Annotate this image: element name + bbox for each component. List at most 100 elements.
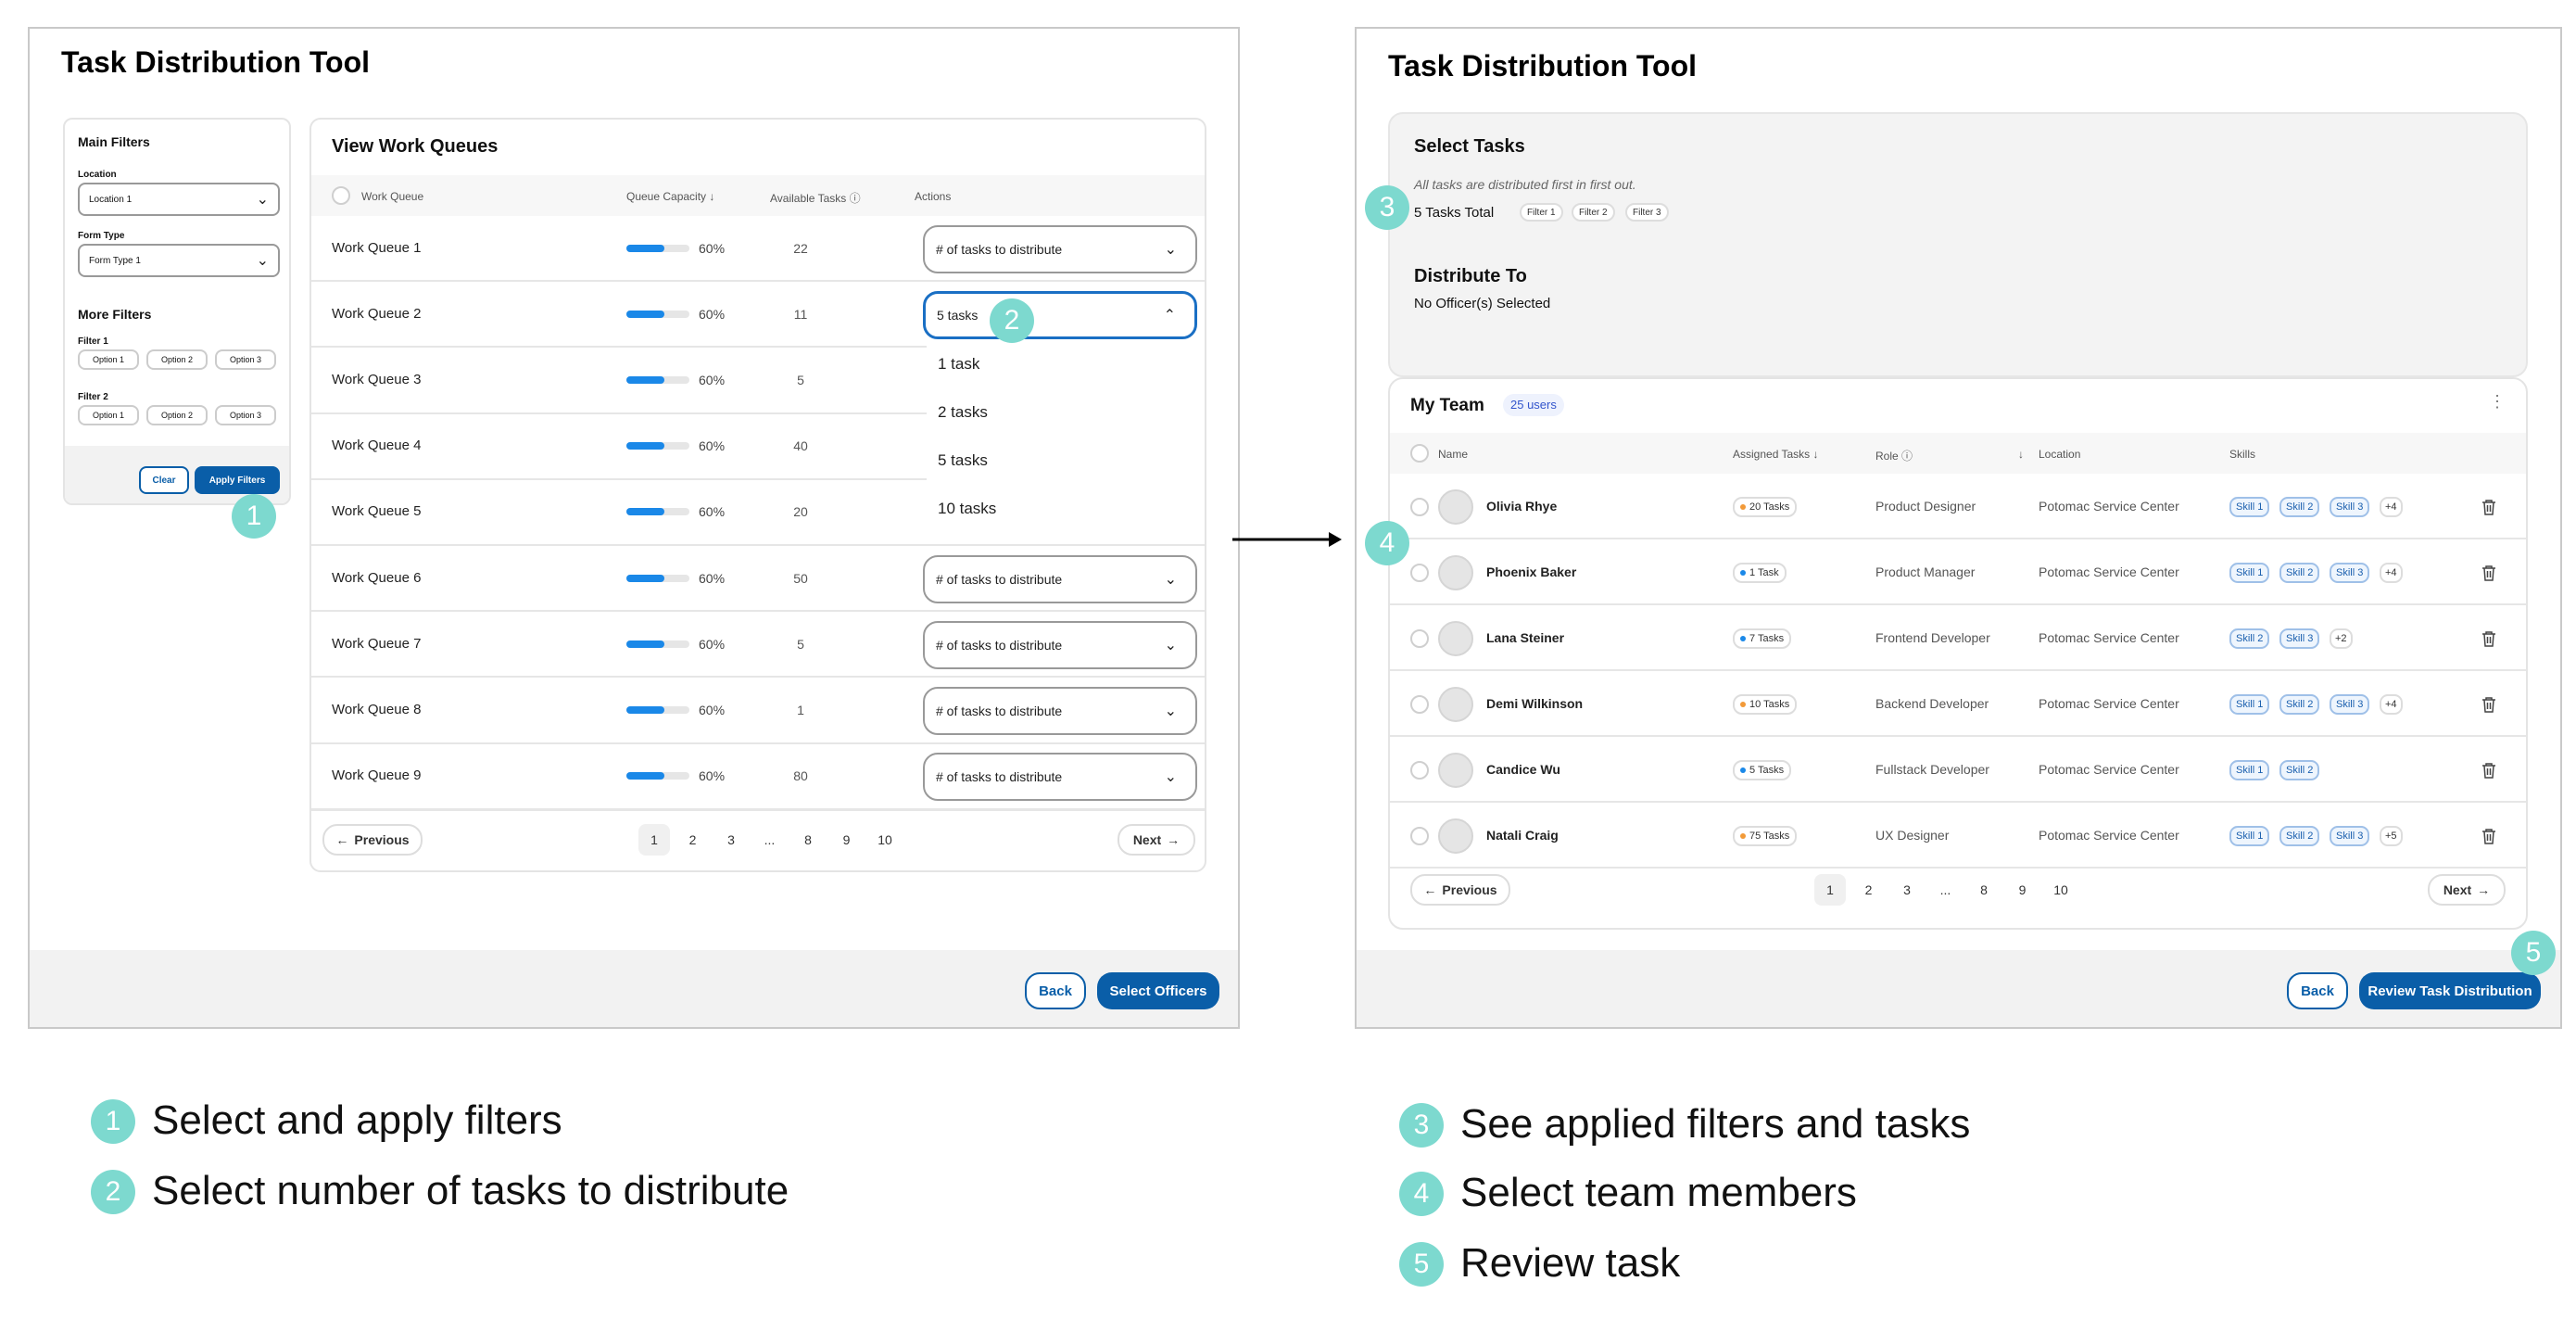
- legend-step-text: Select number of tasks to distribute: [152, 1168, 789, 1213]
- page-number[interactable]: 3: [727, 832, 735, 847]
- row-divider: [1390, 669, 2526, 671]
- capacity-percent: 60%: [699, 306, 726, 322]
- page-number[interactable]: 3: [1903, 882, 1911, 897]
- filter2-option-1[interactable]: Option 1: [78, 405, 139, 425]
- team-previous-button[interactable]: ← Previous: [1410, 874, 1510, 906]
- page-number[interactable]: 10: [878, 832, 892, 847]
- next-button[interactable]: Next →: [1118, 824, 1195, 856]
- trash-icon[interactable]: [2481, 828, 2496, 844]
- dropdown-option-1[interactable]: 1 task: [938, 355, 980, 373]
- status-dot: [1740, 701, 1746, 707]
- tasks-select[interactable]: # of tasks to distribute ⌄: [923, 686, 1197, 735]
- col-role: Role ⓘ: [1875, 450, 1913, 463]
- clear-button[interactable]: Clear: [139, 466, 189, 494]
- filter2-option-2[interactable]: Option 2: [146, 405, 208, 425]
- tasks-select-value: # of tasks to distribute: [936, 241, 1063, 257]
- filter1-option-2[interactable]: Option 2: [146, 349, 208, 370]
- skill-tag: Skill 2: [2279, 825, 2320, 846]
- capacity-bar-fill: [626, 772, 664, 780]
- avatar: [1438, 752, 1473, 788]
- review-task-distribution-button[interactable]: Review Task Distribution: [2359, 972, 2541, 1009]
- member-checkbox[interactable]: [1410, 563, 1429, 582]
- member-checkbox[interactable]: [1410, 760, 1429, 780]
- page-number[interactable]: 10: [2053, 882, 2068, 897]
- apply-filters-button[interactable]: Apply Filters: [195, 466, 280, 494]
- trash-icon[interactable]: [2481, 762, 2496, 779]
- location-select[interactable]: Location 1 ⌄: [78, 183, 280, 216]
- page-number: ...: [764, 832, 776, 847]
- capacity-bar: [626, 640, 689, 648]
- filter2-option-3[interactable]: Option 3: [215, 405, 276, 425]
- page-number[interactable]: 9: [842, 832, 851, 847]
- fifo-note: All tasks are distributed first in first…: [1414, 177, 1636, 192]
- page-number[interactable]: 2: [688, 832, 697, 847]
- skill-tag: Skill 1: [2229, 825, 2270, 846]
- capacity-bar: [626, 705, 689, 714]
- available-tasks: 5: [797, 636, 804, 652]
- assigned-tasks-badge: 10 Tasks: [1733, 693, 1798, 715]
- dropdown-option-4[interactable]: 10 tasks: [938, 500, 997, 517]
- capacity-bar-fill: [626, 244, 664, 252]
- more-skills-tag: +4: [2380, 496, 2403, 517]
- dropdown-option-2[interactable]: 2 tasks: [938, 403, 988, 421]
- row-divider: [1390, 603, 2526, 605]
- page-number[interactable]: 8: [1980, 882, 1988, 897]
- tasks-select[interactable]: # of tasks to distribute ⌄: [923, 620, 1197, 669]
- capacity-bar: [626, 310, 689, 318]
- capacity-bar: [626, 508, 689, 516]
- page-number[interactable]: 8: [804, 832, 812, 847]
- filter2-label: Filter 2: [78, 392, 108, 402]
- avatar: [1438, 620, 1473, 656]
- work-queue-name: Work Queue 5: [332, 503, 422, 520]
- filter-panel: Main Filters Location Location 1 ⌄ Form …: [63, 118, 291, 505]
- col-queue-capacity[interactable]: Queue Capacity ↓: [626, 190, 715, 203]
- form-type-select[interactable]: Form Type 1 ⌄: [78, 244, 280, 277]
- dropdown-option-3[interactable]: 5 tasks: [938, 451, 988, 469]
- more-filters-heading: More Filters: [78, 307, 152, 322]
- status-dot: [1740, 569, 1746, 576]
- work-queues-card: View Work Queues Work Queue Queue Capaci…: [309, 118, 1206, 872]
- capacity-bar-fill: [626, 574, 664, 582]
- trash-icon[interactable]: [2481, 564, 2496, 581]
- filter-chip-3: Filter 3: [1625, 203, 1669, 222]
- status-dot: [1740, 767, 1746, 773]
- member-checkbox[interactable]: [1410, 628, 1429, 648]
- trash-icon[interactable]: [2481, 696, 2496, 713]
- member-role: UX Designer: [1875, 827, 1950, 843]
- tasks-select[interactable]: # of tasks to distribute ⌄: [923, 224, 1197, 273]
- select-all-checkbox[interactable]: [332, 186, 350, 205]
- tasks-select[interactable]: 5 tasks ⌃: [923, 290, 1197, 339]
- trash-icon[interactable]: [2481, 630, 2496, 647]
- team-next-button[interactable]: Next →: [2428, 874, 2506, 906]
- back-button[interactable]: Back: [1025, 972, 1086, 1009]
- page-number[interactable]: 1: [1814, 874, 1846, 906]
- skill-tag: Skill 2: [2229, 628, 2270, 649]
- member-checkbox[interactable]: [1410, 497, 1429, 516]
- assigned-tasks-badge: 7 Tasks: [1733, 628, 1792, 649]
- work-queue-name: Work Queue 8: [332, 701, 422, 717]
- right-back-button[interactable]: Back: [2287, 972, 2348, 1009]
- form-type-value: Form Type 1: [89, 255, 141, 266]
- row-divider: [1390, 735, 2526, 737]
- sort-icon[interactable]: ↓: [2018, 448, 2024, 461]
- trash-icon[interactable]: [2481, 499, 2496, 515]
- tasks-select[interactable]: # of tasks to distribute ⌄: [923, 554, 1197, 603]
- skill-tag: Skill 3: [2330, 693, 2370, 715]
- select-officers-button[interactable]: Select Officers: [1097, 972, 1219, 1009]
- filter1-option-3[interactable]: Option 3: [215, 349, 276, 370]
- capacity-percent: 60%: [699, 240, 726, 256]
- member-checkbox[interactable]: [1410, 826, 1429, 845]
- team-member-row: Demi Wilkinson 10 Tasks Backend Developer P…: [1390, 671, 2526, 737]
- member-checkbox[interactable]: [1410, 694, 1429, 714]
- select-all-members-checkbox[interactable]: [1410, 444, 1429, 463]
- more-options-icon[interactable]: ⋮: [2489, 392, 2506, 411]
- previous-button[interactable]: ← Previous: [322, 824, 423, 856]
- page-number[interactable]: 2: [1864, 882, 1873, 897]
- filter1-option-1[interactable]: Option 1: [78, 349, 139, 370]
- col-assigned-tasks[interactable]: Assigned Tasks ↓: [1733, 448, 1819, 461]
- tasks-select[interactable]: # of tasks to distribute ⌄: [923, 753, 1197, 802]
- chevron-down-icon: ⌄: [1164, 571, 1177, 588]
- page-number[interactable]: 1: [638, 824, 670, 856]
- page-number[interactable]: 9: [2018, 882, 2027, 897]
- capacity-percent: 60%: [699, 636, 726, 652]
